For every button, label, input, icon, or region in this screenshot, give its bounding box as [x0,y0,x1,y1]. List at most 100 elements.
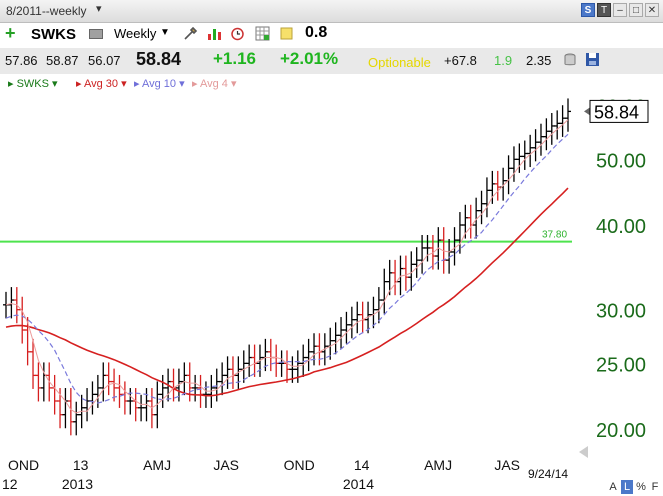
x-tick-label: JAS [494,457,520,473]
price-bar [89,381,96,415]
period-select[interactable]: Weekly [114,26,157,41]
year-label: 2013 [62,476,93,492]
toolbar: + SWKS Weekly ▼ 0.8 [0,23,663,47]
indicators-icon[interactable] [207,26,222,41]
price-bar [267,338,274,372]
price-bar [332,322,339,355]
price-bar [51,374,58,415]
close-icon[interactable]: ✕ [645,3,659,17]
price-bar [3,291,9,319]
price-bar [489,170,496,204]
price-bar [284,350,290,383]
note-icon[interactable] [279,26,294,41]
price-bar [483,177,490,218]
legend-item[interactable]: ▸ Avg 10 ▾ [134,78,185,90]
scale-option-f[interactable]: F [651,481,659,493]
price-bar [67,388,74,436]
price-bar [121,381,128,415]
price-bar [354,301,361,334]
price-bar [219,362,226,396]
x-tick-label: AMJ [143,457,171,473]
printer-icon[interactable] [89,29,103,39]
x-tick-label: JAS [213,457,239,473]
low-price: 56.07 [88,53,121,68]
chevron-down-icon[interactable]: ▼ [160,27,170,38]
database-icon[interactable] [563,53,577,67]
x-tick-label: OND [284,457,315,473]
legend-item[interactable]: ▸ Avg 4 ▾ [192,78,237,90]
price-bar [311,333,318,366]
y-tick-label: 40.00 [596,216,646,238]
price-bar [213,368,220,402]
open-price: 57.86 [5,53,38,68]
x-tick-label: AMJ [424,457,452,473]
alarm-clock-icon[interactable] [230,26,245,41]
price-bar [494,170,501,201]
price-bar [127,388,134,415]
price-bar [278,350,285,377]
legend-item[interactable]: ▸ SWKS ▾ [8,78,58,90]
y-tick-label: 30.00 [596,301,646,323]
minimize-icon[interactable]: – [613,3,627,17]
price-bar [467,204,474,239]
price-bar [537,123,544,156]
price-bar [30,338,37,389]
price-bar [197,374,204,408]
change-value: +1.16 [213,49,257,68]
price-bar [246,344,253,377]
tools-icon[interactable] [183,26,198,41]
price-bar [159,374,166,408]
window-titlebar: 8/2011--weekly ▾ S T – □ ✕ [0,0,663,23]
save-icon[interactable] [585,52,600,67]
price-bar [19,296,26,344]
price-bar [402,255,409,291]
price-bar [532,129,539,162]
last-price-label: 58.84 [594,102,639,122]
avg4-line [5,119,569,414]
price-bar [170,368,177,402]
price-bar [348,306,355,339]
scale-option-a[interactable]: A [609,481,617,493]
hline-label: 37.80 [542,230,567,241]
window-title: 8/2011--weekly [6,4,87,18]
price-bar [392,259,399,296]
s-icon[interactable]: S [581,3,595,17]
price-bar [100,362,107,402]
price-bar [73,401,80,436]
scroll-arrow-icon [579,446,588,458]
price-bar [62,388,69,429]
ratio-value-2: 2.35 [526,53,552,68]
price-bar [116,374,123,408]
price-bar [554,110,561,140]
title-dropdown-icon[interactable]: ▾ [96,3,102,15]
change-percent: +2.01% [280,49,339,68]
price-bar [440,227,447,274]
quote-bar: 57.86 58.87 56.07 58.84 +1.16 +2.01% Opt… [0,48,663,74]
price-bar [521,140,528,170]
price-bar [105,362,112,396]
scale-option-l[interactable]: L [621,480,633,494]
price-bar [473,197,480,239]
avg10-line [5,133,569,404]
price-bar [192,374,199,402]
price-bar [224,356,231,389]
restore-icon[interactable]: □ [629,3,643,17]
legend-item[interactable]: ▸ Avg 30 ▾ [76,78,127,90]
x-tick-label: 13 [73,457,89,473]
price-bar [386,259,393,296]
grid-icon[interactable] [255,26,270,41]
rs-value: +67.8 [444,53,477,68]
symbol-label[interactable]: SWKS [31,26,76,43]
end-date-label: 9/24/14 [528,467,568,481]
price-bar [338,317,345,349]
window-buttons: S T – □ ✕ [581,3,659,17]
t-icon[interactable]: T [597,3,611,17]
x-tick-label: 14 [354,457,370,473]
add-symbol-icon[interactable]: + [5,23,16,43]
avg30-line [5,187,569,397]
last-price-pointer [584,107,590,116]
price-bar [305,338,312,372]
scale-option-pct[interactable]: % [636,481,646,493]
price-bar [251,344,258,377]
